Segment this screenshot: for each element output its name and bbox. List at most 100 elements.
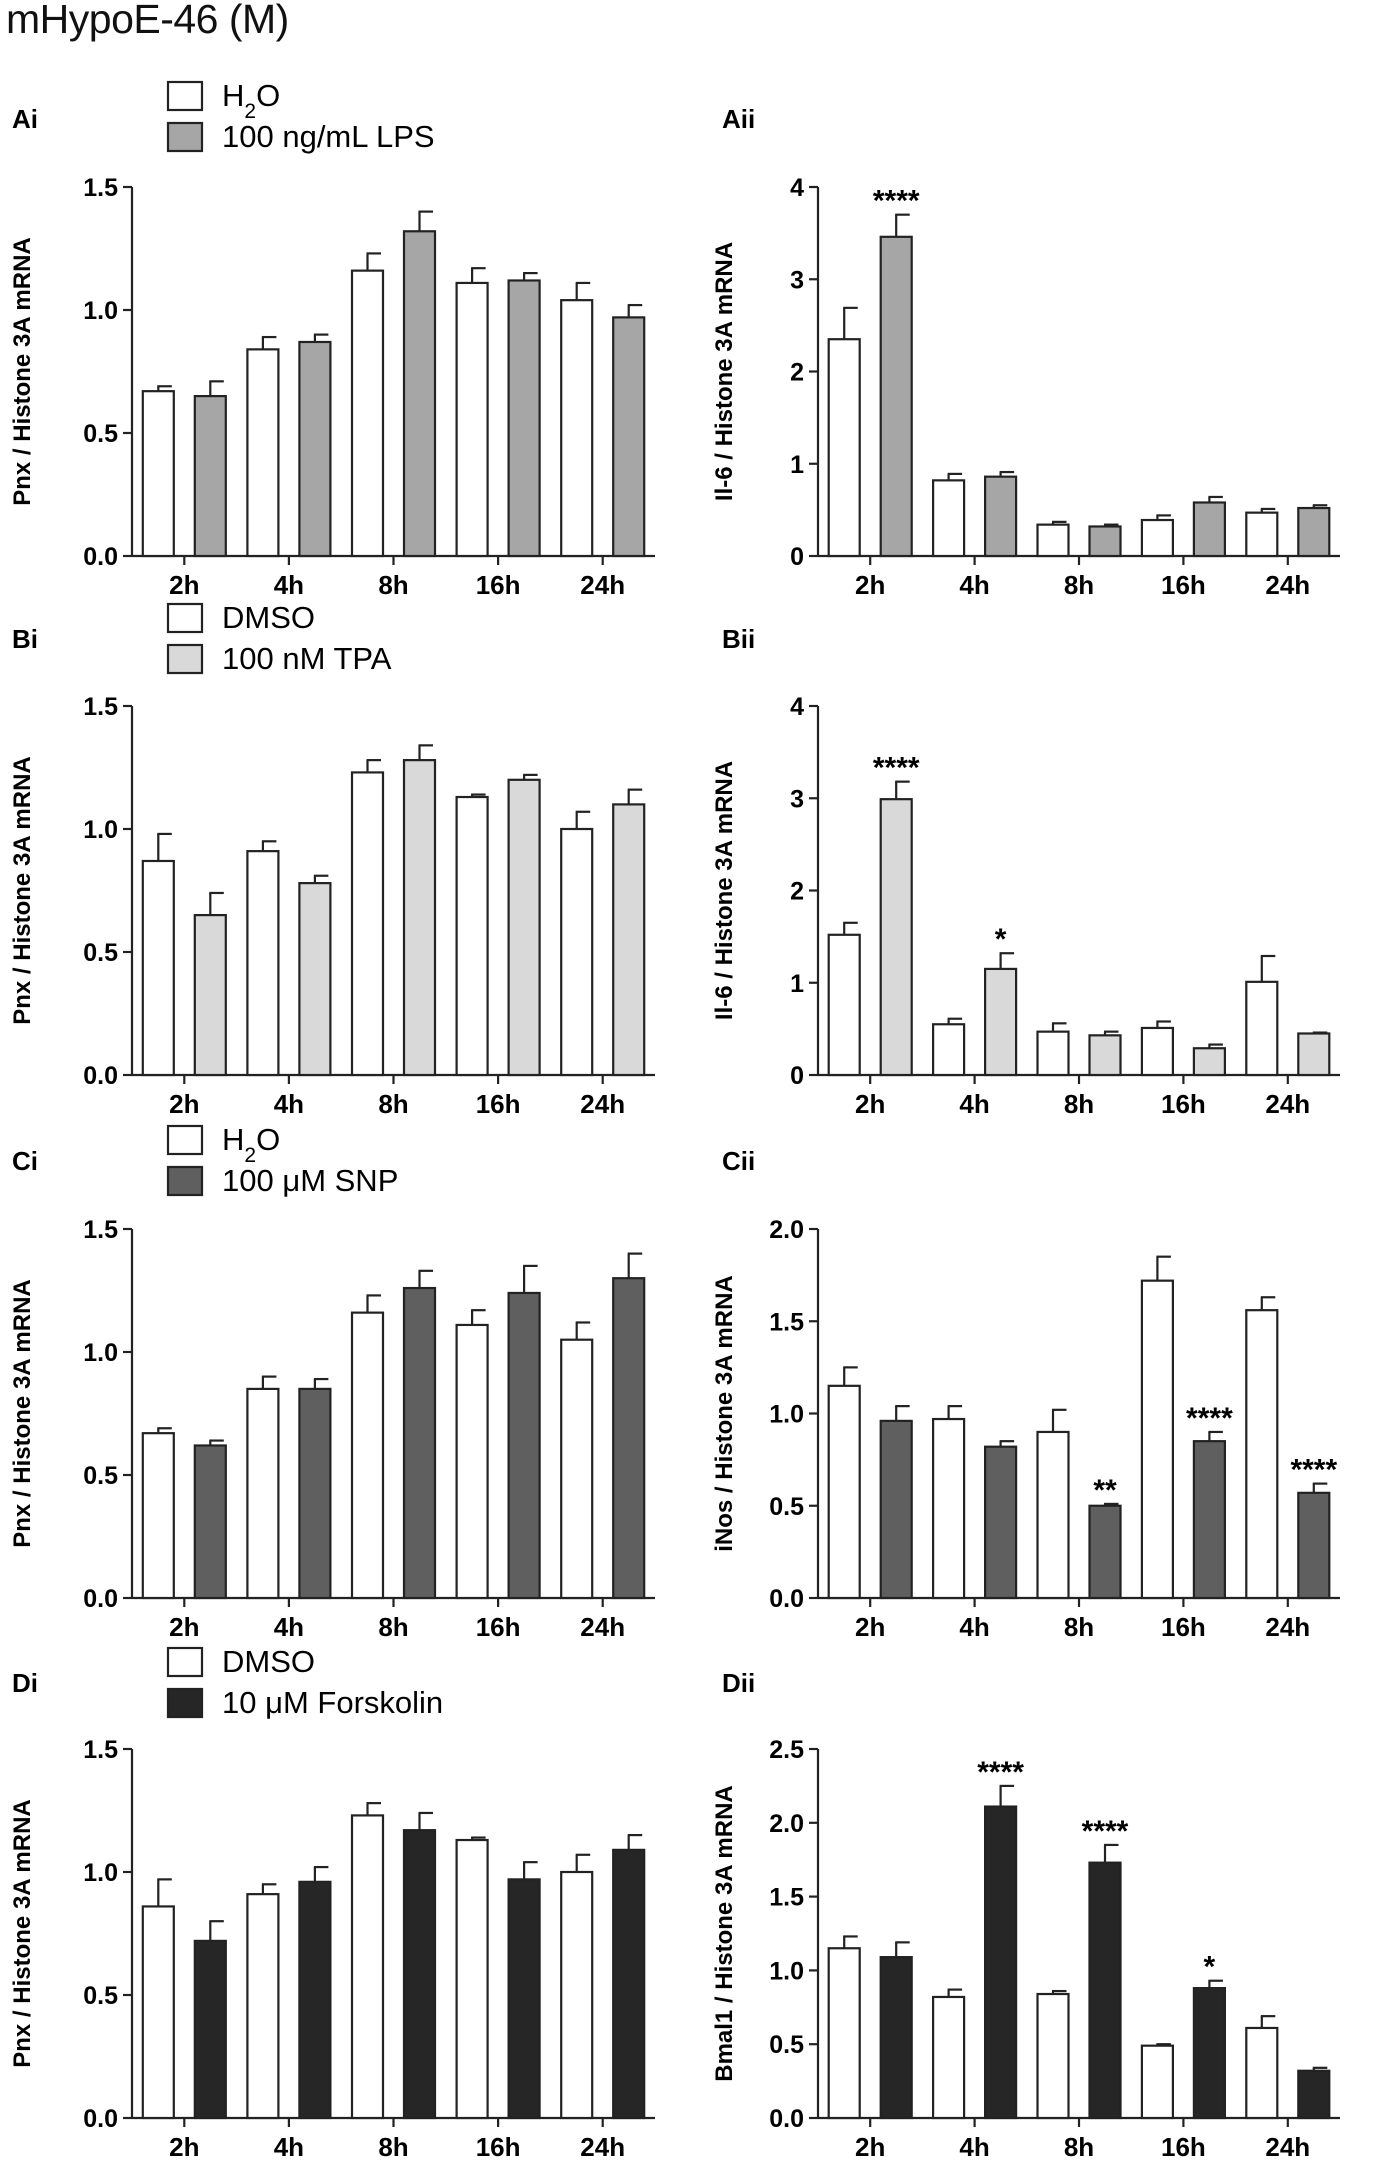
y-tick-label: 2 — [790, 359, 804, 387]
bar-treatment — [298, 340, 332, 558]
significance-marker: **** — [873, 752, 920, 785]
y-tick-label: 3 — [790, 785, 804, 813]
x-tick-label: 16h — [476, 570, 521, 600]
bar-control — [141, 1432, 175, 1600]
x-tick-label: 4h — [274, 1089, 304, 1119]
bar-control — [455, 795, 489, 1077]
x-tick-label: 16h — [476, 1089, 521, 1119]
y-tick-label: 2.0 — [769, 1216, 804, 1244]
bar-treatment — [402, 1286, 437, 1600]
figure-title: mHypoE-46 (M) — [6, 0, 289, 42]
bar-treatment — [507, 279, 541, 558]
bar-treatment — [402, 1829, 437, 2120]
legend-swatch-treatment — [166, 643, 204, 675]
y-tick-label: 2.5 — [769, 1736, 804, 1764]
bar-treatment — [193, 1939, 227, 2120]
y-tick-label: 0 — [790, 543, 804, 571]
bar-control — [1140, 2044, 1175, 2120]
bar-treatment — [193, 395, 227, 558]
bar-control — [931, 1417, 966, 1600]
bar-treatment — [298, 882, 332, 1077]
y-axis-label: iNos / Histone 3A mRNA — [711, 1275, 738, 1551]
bar-treatment — [983, 1805, 1018, 2120]
panel-label: Bi — [12, 624, 38, 654]
bar-treatment — [1088, 1034, 1122, 1077]
bar-control — [455, 281, 489, 558]
y-tick-label: 1.5 — [83, 693, 118, 721]
bar-control — [560, 1870, 594, 2120]
x-tick-label: 24h — [1265, 2132, 1310, 2162]
bar-control — [827, 338, 861, 558]
bar-treatment — [983, 475, 1018, 558]
panel-aii: Aii 0 1 2 3 4 Il-6 / Histone 3A mRNA 2h **** 4h 8h… — [711, 104, 1340, 600]
legend-label-treatment: 100 μM SNP — [222, 1163, 398, 1198]
panel-label: Bii — [722, 624, 755, 654]
bar-treatment — [1297, 2069, 1331, 2120]
x-tick-label: 4h — [274, 570, 304, 600]
x-tick-label: 8h — [1064, 2132, 1094, 2162]
bar-treatment — [612, 1277, 646, 1600]
bar-control — [931, 1023, 966, 1077]
bar-control — [455, 1323, 489, 1600]
bar-control — [141, 1905, 175, 2120]
bar-control — [560, 299, 594, 558]
bar-treatment — [1088, 1861, 1122, 2120]
bar-control — [1140, 1026, 1175, 1077]
bar-control — [1036, 1430, 1070, 1600]
panel-dii: Dii 0.0 0.5 1.0 1.5 2.0 2.5 Bmal1 / Histone 3A … — [711, 1668, 1340, 2162]
x-tick-label: 2h — [855, 1089, 885, 1119]
y-axis-label: Il-6 / Histone 3A mRNA — [711, 761, 738, 1020]
bar-treatment — [402, 759, 437, 1077]
legend: DMSO 100 nM TPA — [166, 600, 392, 676]
bar-treatment — [1297, 506, 1331, 558]
legend-text-part: H — [222, 1122, 244, 1157]
y-tick-label: 0.0 — [83, 543, 118, 571]
x-tick-label: 8h — [378, 1612, 408, 1642]
x-tick-label: 24h — [1265, 1089, 1310, 1119]
x-tick-label: 24h — [580, 1612, 625, 1642]
bar-treatment — [983, 1445, 1018, 1600]
panel-label: Ai — [12, 104, 38, 134]
y-axis-label: Bmal1 / Histone 3A mRNA — [711, 1785, 738, 2082]
panel-cii: Cii 0.0 0.5 1.0 1.5 2.0 iNos / Histone 3A mRNA… — [711, 1146, 1340, 1642]
y-tick-label: 0.5 — [83, 1982, 118, 2010]
y-tick-label: 3 — [790, 266, 804, 294]
bar-treatment — [298, 1387, 332, 1600]
y-tick-label: 1.0 — [769, 1401, 804, 1429]
bar-treatment — [1192, 501, 1227, 558]
bar-treatment — [507, 1878, 541, 2120]
x-tick-label: 16h — [1161, 1612, 1206, 1642]
x-tick-label: 2h — [855, 2132, 885, 2162]
bar-treatment — [612, 803, 646, 1077]
bar-control — [141, 390, 175, 558]
bar-control — [827, 933, 861, 1077]
bar-control — [931, 1995, 966, 2120]
y-axis-label: Pnx / Histone 3A mRNA — [9, 756, 36, 1025]
y-tick-label: 0.0 — [769, 2105, 804, 2133]
y-tick-label: 1.5 — [83, 1736, 118, 1764]
panel-label: Dii — [722, 1668, 755, 1698]
legend-label-treatment: 100 ng/mL LPS — [222, 119, 435, 154]
legend-text-part: O — [256, 1122, 280, 1157]
y-tick-label: 4 — [790, 174, 804, 202]
panel-bii: Bii 0 1 2 3 4 Il-6 / Histone 3A mRNA 2h **** 4h * 8… — [711, 624, 1340, 1119]
legend-label-control: DMSO — [222, 600, 315, 635]
x-tick-label: 2h — [169, 1089, 199, 1119]
bar-treatment — [612, 1848, 646, 2120]
y-tick-label: 0 — [790, 1062, 804, 1090]
bar-treatment — [983, 967, 1018, 1077]
legend-swatch-control — [166, 1646, 204, 1678]
panel-label: Ci — [12, 1146, 38, 1176]
bar-control — [931, 479, 966, 558]
bar-treatment — [507, 778, 541, 1077]
y-tick-label: 1.0 — [83, 1339, 118, 1367]
significance-marker: **** — [873, 185, 920, 218]
legend-swatch-treatment — [166, 121, 204, 153]
y-tick-label: 0.0 — [769, 1585, 804, 1613]
panel-label: Di — [12, 1668, 38, 1698]
bar-control — [1140, 1279, 1175, 1600]
bar-treatment — [879, 1956, 913, 2120]
y-tick-label: 0.0 — [83, 1062, 118, 1090]
